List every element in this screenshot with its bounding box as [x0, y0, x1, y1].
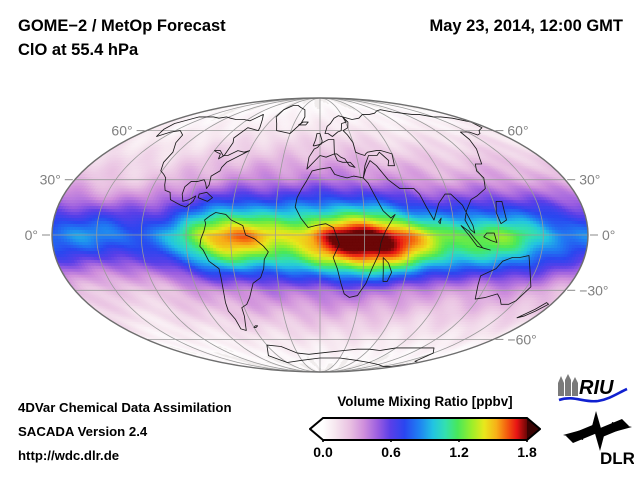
- colorbar-tick-3: 1.8: [517, 444, 537, 460]
- page-subtitle: ClO at 55.4 hPa: [18, 41, 139, 59]
- lat-label-right-3: −30°: [579, 282, 608, 298]
- data-field: [52, 98, 588, 372]
- colorbar-tick-0: 0.0: [313, 444, 333, 460]
- colorbar: Volume Mixing Ratio [ppbv] 0.0 0.6 1.2 1…: [305, 394, 545, 476]
- coastlines: [156, 105, 550, 367]
- lat-label-right-4: −60°: [507, 331, 536, 347]
- lat-label-right-2: 0°: [602, 227, 615, 243]
- colorbar-tick-2: 1.2: [449, 444, 469, 460]
- credit-line-2: SACADA Version 2.4: [18, 424, 148, 439]
- dlr-logo: DLR: [563, 411, 634, 468]
- lat-label-left-0: 60°: [111, 123, 132, 139]
- colorbar-gradient: [309, 417, 541, 442]
- dlr-logo-text: DLR: [600, 449, 634, 468]
- lat-label-left-2: 0°: [25, 227, 38, 243]
- riu-logo: RIU: [558, 374, 628, 403]
- lat-label-right-0: 60°: [507, 123, 528, 139]
- riu-wave-icon: [558, 387, 628, 403]
- colorbar-title: Volume Mixing Ratio [ppbv]: [337, 394, 513, 409]
- colorbar-tick-1: 0.6: [381, 444, 401, 460]
- globe-outline: [51, 97, 589, 373]
- map-canvas: 60° 60° 30° 30° 0° 0° −30° −60°: [25, 97, 616, 373]
- credit-url: http://wdc.dlr.de: [18, 448, 120, 463]
- lat-label-left-1: 30°: [40, 172, 61, 188]
- latitude-labels: 60° 60° 30° 30° 0° 0° −30° −60°: [25, 123, 616, 348]
- page-title: GOME−2 / MetOp Forecast: [18, 17, 226, 35]
- dlr-pinwheel-icon: [563, 411, 632, 451]
- credit-line-1: 4DVar Chemical Data Assimilation: [18, 400, 232, 415]
- mollweide-map: 60° 60° 30° 30° 0° 0° −30° −60°: [0, 78, 640, 388]
- riu-tower-icon: [558, 374, 578, 396]
- date-stamp: May 23, 2014, 12:00 GMT: [429, 17, 623, 35]
- lat-label-right-1: 30°: [579, 172, 600, 188]
- riu-logo-text: RIU: [579, 377, 614, 399]
